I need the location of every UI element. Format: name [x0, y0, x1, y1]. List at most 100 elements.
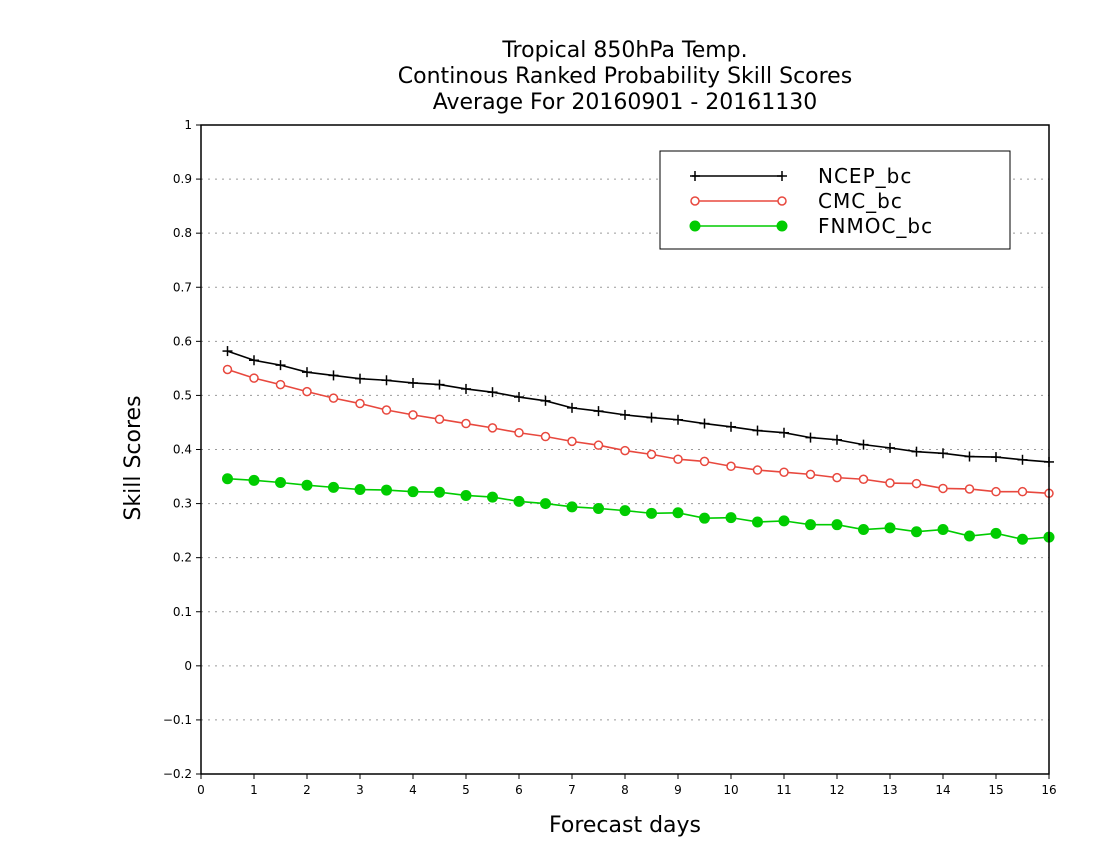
chart-title: Tropical 850hPa Temp. Continous Ranked P…: [398, 38, 852, 115]
data-point: [938, 483, 948, 494]
data-point: [248, 474, 260, 486]
data-point: [540, 395, 551, 406]
data-point: [884, 522, 896, 534]
data-point: [328, 393, 339, 403]
y-tick-label: 0: [184, 659, 192, 673]
series-ncep-bc: [222, 346, 1054, 467]
legend-item: FNMOC_bc: [689, 214, 933, 238]
data-point: [513, 495, 525, 507]
series-line: [227, 477, 1050, 541]
x-tick-label: 4: [409, 783, 417, 797]
data-point: [832, 434, 842, 445]
data-point: [620, 445, 630, 456]
data-point: [831, 519, 843, 531]
y-tick-label: −0.2: [163, 767, 192, 781]
data-point: [540, 498, 551, 510]
data-point: [328, 481, 339, 493]
x-tick-label: 0: [197, 783, 205, 797]
data-point: [408, 410, 418, 420]
x-axis-title: Forecast days: [549, 813, 701, 838]
data-point: [752, 465, 763, 475]
data-point: [487, 491, 498, 503]
data-point: [566, 501, 578, 513]
y-tick-label: 0.7: [173, 280, 192, 294]
data-point: [752, 425, 763, 436]
x-tick-label: 5: [462, 783, 470, 797]
data-point: [805, 469, 816, 480]
x-tick-label: 1: [250, 783, 258, 797]
data-point: [805, 519, 816, 531]
data-point: [275, 360, 286, 371]
data-point: [911, 526, 922, 538]
data-point: [408, 377, 418, 388]
y-axis-title: Skill Scores: [121, 395, 146, 520]
x-tick-label: 6: [515, 783, 523, 797]
data-point: [858, 474, 869, 484]
title-line-1: Tropical 850hPa Temp.: [501, 38, 747, 63]
x-tick-label: 11: [776, 783, 791, 797]
data-point: [249, 373, 259, 383]
data-point: [991, 452, 1001, 463]
data-point: [673, 454, 683, 464]
data-point: [540, 431, 551, 442]
legend-marker: [776, 220, 788, 232]
data-point: [355, 398, 365, 409]
title-line-2: Continous Ranked Probability Skill Score…: [398, 64, 852, 89]
data-point: [726, 461, 736, 472]
data-point: [1017, 533, 1028, 545]
data-point: [593, 406, 604, 417]
data-point: [646, 412, 657, 423]
data-point: [275, 379, 286, 390]
data-point: [434, 486, 445, 498]
data-point: [460, 489, 472, 501]
data-point: [593, 440, 604, 450]
data-point: [858, 439, 869, 450]
data-point: [567, 402, 577, 413]
series-line: [227, 368, 1050, 495]
data-point: [461, 418, 471, 429]
data-point: [1017, 454, 1028, 465]
data-point: [249, 355, 259, 366]
data-point: [222, 346, 233, 357]
axis-ticks: −0.2−0.100.10.20.30.40.50.60.70.80.910 1 2…: [163, 118, 1057, 797]
data-point: [354, 484, 366, 496]
data-point: [832, 472, 842, 483]
data-point: [673, 414, 683, 425]
data-point: [991, 486, 1001, 497]
legend-marker: [690, 196, 700, 206]
data-point: [778, 515, 790, 527]
x-tick-label: 3: [356, 783, 364, 797]
data-point: [964, 530, 975, 542]
data-point: [381, 375, 392, 386]
plot-frame: [200, 124, 1050, 775]
data-point: [646, 449, 657, 460]
y-tick-label: 0.2: [173, 551, 192, 565]
legend-item: NCEP_bc: [690, 164, 912, 188]
legend-label: NCEP_bc: [818, 164, 912, 188]
data-point: [381, 484, 392, 496]
data-point: [434, 379, 445, 390]
data-point: [619, 505, 631, 517]
legend-label: FNMOC_bc: [818, 214, 933, 238]
series-fnmoc-bc: [222, 473, 1055, 545]
data-point: [699, 456, 710, 467]
data-point: [1017, 486, 1028, 497]
x-tick-label: 16: [1041, 783, 1056, 797]
y-tick-label: 0.8: [173, 226, 192, 240]
data-point: [911, 446, 922, 457]
grid-lines: [201, 178, 1049, 721]
legend-label: CMC_bc: [818, 189, 903, 213]
data-point: [593, 502, 604, 514]
y-tick-label: 0.6: [173, 334, 192, 348]
data-point: [779, 467, 789, 477]
data-point: [699, 418, 710, 429]
data-point: [620, 409, 630, 420]
data-point: [964, 484, 975, 494]
y-tick-label: 0.4: [173, 443, 192, 457]
data-point: [461, 383, 471, 394]
series-line: [227, 350, 1050, 463]
x-tick-label: 10: [723, 783, 738, 797]
data-point: [805, 432, 816, 443]
data-point: [937, 524, 949, 536]
